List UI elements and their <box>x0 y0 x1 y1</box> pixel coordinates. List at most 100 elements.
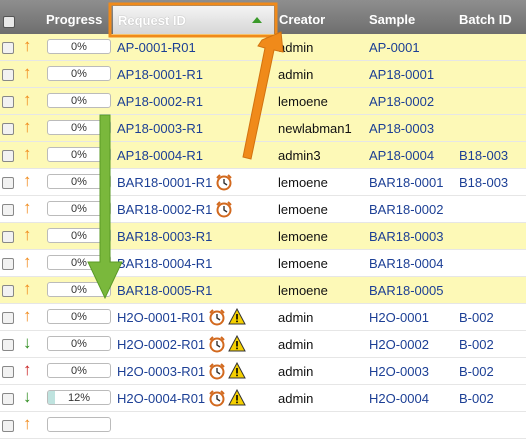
request-id-link[interactable]: BAR18-0001-R1 <box>117 175 213 190</box>
row-status-icons <box>215 173 235 191</box>
creator-cell: admin <box>278 391 314 406</box>
batch-id-link[interactable]: B-002 <box>459 310 494 325</box>
sample-link[interactable]: BAR18-0001 <box>369 175 444 190</box>
priority-up-arrow-icon: ↑ <box>23 36 32 55</box>
table-row[interactable]: ↑ 0% AP18-0001-R1 admin AP18-0001 <box>0 61 526 88</box>
sample-link[interactable]: BAR18-0004 <box>369 256 444 271</box>
alarm-clock-icon <box>216 174 232 191</box>
request-id-link[interactable]: H2O-0001-R01 <box>117 310 206 325</box>
progress-bar: 0% <box>47 255 111 270</box>
sample-link[interactable]: BAR18-0005 <box>369 283 444 298</box>
request-id-link[interactable]: AP-0001-R01 <box>117 40 196 55</box>
table-row[interactable]: ↑ 0% AP18-0003-R1 newlabman1 AP18-0003 <box>0 115 526 142</box>
table-row[interactable]: ↑ 0% BAR18-0004-R1 lemoene BAR18-0004 <box>0 250 526 277</box>
row-checkbox[interactable] <box>2 204 14 216</box>
creator-cell: admin <box>278 40 314 55</box>
row-checkbox[interactable] <box>2 123 14 135</box>
progress-label: 0% <box>71 176 87 188</box>
row-checkbox[interactable] <box>2 150 14 162</box>
column-header-request-id[interactable]: Request ID <box>113 6 274 34</box>
table-row[interactable]: ↑ 0% BAR18-0005-R1 lemoene BAR18-0005 <box>0 277 526 304</box>
request-id-link[interactable]: H2O-0003-R01 <box>117 364 206 379</box>
table-row[interactable]: ↑ 0% BAR18-0003-R1 lemoene BAR18-0003 <box>0 223 526 250</box>
row-checkbox[interactable] <box>2 285 14 297</box>
table-row[interactable]: ↑ 0% H2O-0003-R01 admin H2O-0003 B-002 <box>0 358 526 385</box>
request-id-link[interactable]: H2O-0002-R01 <box>117 337 206 352</box>
progress-label: 0% <box>71 68 87 80</box>
sample-link[interactable]: H2O-0003 <box>369 364 429 379</box>
table-row[interactable]: ↑ <box>0 412 526 439</box>
batch-id-link[interactable]: B-002 <box>459 391 494 406</box>
progress-label: 0% <box>71 257 87 269</box>
request-id-link[interactable]: BAR18-0005-R1 <box>117 283 213 298</box>
priority-up-arrow-icon: ↑ <box>23 225 32 244</box>
request-id-link[interactable]: BAR18-0004-R1 <box>117 256 213 271</box>
sample-link[interactable]: H2O-0004 <box>369 391 429 406</box>
batch-id-link[interactable]: B-002 <box>459 364 494 379</box>
table-row[interactable]: ↑ 0% H2O-0001-R01 admin H2O-0001 B-002 <box>0 304 526 331</box>
row-checkbox[interactable] <box>2 231 14 243</box>
request-id-link[interactable]: AP18-0004-R1 <box>117 148 203 163</box>
sample-link[interactable]: AP18-0001 <box>369 67 435 82</box>
table-row[interactable]: ↑ 0% BAR18-0001-R1 lemoene BAR18-0001 B18-003 <box>0 169 526 196</box>
row-checkbox[interactable] <box>2 177 14 189</box>
select-all-checkbox[interactable] <box>3 16 15 28</box>
row-checkbox[interactable] <box>2 339 14 351</box>
column-header-progress[interactable]: Progress <box>46 12 103 27</box>
request-id-link[interactable]: BAR18-0003-R1 <box>117 229 213 244</box>
priority-up-arrow-icon: ↑ <box>23 279 32 298</box>
progress-label: 0% <box>71 365 87 377</box>
sample-link[interactable]: AP-0001 <box>369 40 420 55</box>
priority-down-arrow-icon: ↓ <box>23 387 32 406</box>
request-id-link[interactable]: AP18-0003-R1 <box>117 121 203 136</box>
table-row[interactable]: ↑ 0% BAR18-0002-R1 lemoene BAR18-0002 <box>0 196 526 223</box>
request-id-link[interactable]: BAR18-0002-R1 <box>117 202 213 217</box>
row-checkbox[interactable] <box>2 96 14 108</box>
sample-link[interactable]: BAR18-0002 <box>369 202 444 217</box>
row-status-icons <box>208 361 248 380</box>
request-id-link[interactable]: H2O-0004-R01 <box>117 391 206 406</box>
priority-up-arrow-icon: ↑ <box>23 144 32 163</box>
alarm-clock-icon <box>209 363 225 380</box>
row-checkbox[interactable] <box>2 312 14 324</box>
sample-link[interactable]: BAR18-0003 <box>369 229 444 244</box>
table-row[interactable]: ↓ 12% H2O-0004-R01 admin H2O-0004 B-002 <box>0 385 526 412</box>
column-header-sample[interactable]: Sample <box>369 12 416 27</box>
column-header-batch-id[interactable]: Batch ID <box>459 12 512 27</box>
sort-ascending-icon <box>252 17 262 23</box>
request-id-link[interactable]: AP18-0002-R1 <box>117 94 203 109</box>
sample-link[interactable]: H2O-0002 <box>369 337 429 352</box>
creator-cell: lemoene <box>278 283 328 298</box>
sample-link[interactable]: H2O-0001 <box>369 310 429 325</box>
table-row[interactable]: ↑ 0% AP18-0002-R1 lemoene AP18-0002 <box>0 88 526 115</box>
creator-cell: admin <box>278 364 314 379</box>
progress-label: 0% <box>71 149 87 161</box>
table-row[interactable]: ↑ 0% AP18-0004-R1 admin3 AP18-0004 B18-003 <box>0 142 526 169</box>
creator-cell: admin <box>278 310 314 325</box>
priority-up-arrow-icon: ↑ <box>23 360 32 379</box>
column-header-request-id-label: Request ID <box>118 13 186 28</box>
sample-link[interactable]: AP18-0002 <box>369 94 435 109</box>
table-row[interactable]: ↓ 0% H2O-0002-R01 admin H2O-0002 B-002 <box>0 331 526 358</box>
batch-id-link[interactable]: B-002 <box>459 337 494 352</box>
table-row[interactable]: ↑ 0% AP-0001-R01 admin AP-0001 <box>0 34 526 61</box>
progress-bar: 0% <box>47 39 111 54</box>
progress-bar: 0% <box>47 66 111 81</box>
row-checkbox[interactable] <box>2 393 14 405</box>
request-id-link[interactable]: AP18-0001-R1 <box>117 67 203 82</box>
column-header-creator[interactable]: Creator <box>279 12 326 27</box>
alarm-clock-icon <box>216 201 232 218</box>
row-checkbox[interactable] <box>2 258 14 270</box>
row-checkbox[interactable] <box>2 366 14 378</box>
batch-id-link[interactable]: B18-003 <box>459 175 509 190</box>
row-checkbox[interactable] <box>2 42 14 54</box>
priority-up-arrow-icon: ↑ <box>23 171 32 190</box>
sample-link[interactable]: AP18-0004 <box>369 148 435 163</box>
sample-link[interactable]: AP18-0003 <box>369 121 435 136</box>
batch-id-link[interactable]: B18-003 <box>459 148 509 163</box>
row-status-icons <box>208 334 248 353</box>
progress-bar: 0% <box>47 363 111 378</box>
warning-icon <box>228 388 246 406</box>
row-checkbox[interactable] <box>2 420 14 432</box>
row-checkbox[interactable] <box>2 69 14 81</box>
